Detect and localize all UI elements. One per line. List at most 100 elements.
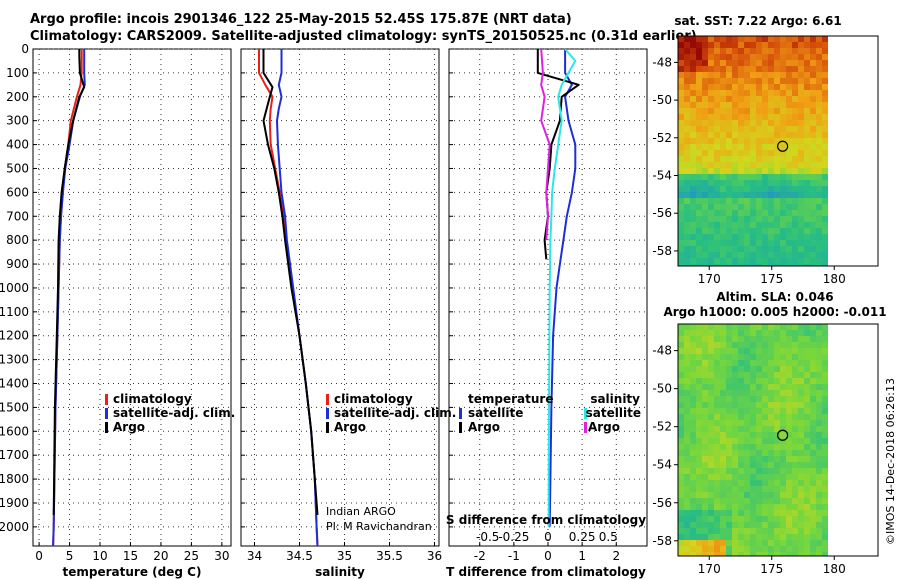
map-cell bbox=[768, 552, 774, 556]
map-cell bbox=[708, 396, 714, 402]
map-x-tick-label: 180 bbox=[823, 562, 846, 576]
map-cell bbox=[780, 216, 786, 222]
map-cell bbox=[732, 414, 738, 420]
y-tick-label: 700 bbox=[6, 209, 29, 223]
map-cell bbox=[702, 396, 708, 402]
map-cell bbox=[822, 396, 828, 402]
map-cell bbox=[696, 258, 702, 264]
map-cell bbox=[708, 96, 714, 102]
map-cell bbox=[726, 360, 732, 366]
legend-swatch-satellite bbox=[459, 408, 462, 419]
map-cell bbox=[780, 258, 786, 264]
map-cell bbox=[786, 540, 792, 546]
map-cell bbox=[720, 546, 726, 552]
map-cell bbox=[720, 354, 726, 360]
map-cell bbox=[738, 462, 744, 468]
map-cell bbox=[738, 66, 744, 72]
map-cell bbox=[684, 216, 690, 222]
map-cell bbox=[816, 78, 822, 84]
map-cell bbox=[810, 366, 816, 372]
map-cell bbox=[756, 180, 762, 186]
map-cell bbox=[798, 330, 804, 336]
map-cell bbox=[780, 246, 786, 252]
map-cell bbox=[816, 462, 822, 468]
map-cell bbox=[774, 396, 780, 402]
map-cell bbox=[804, 90, 810, 96]
map-y-tick-label: -58 bbox=[652, 534, 672, 548]
map-cell bbox=[744, 132, 750, 138]
map-cell bbox=[690, 444, 696, 450]
map-cell bbox=[810, 528, 816, 534]
map-cell bbox=[690, 546, 696, 552]
map-cell bbox=[720, 396, 726, 402]
map-cell bbox=[804, 480, 810, 486]
map-cell bbox=[750, 120, 756, 126]
figure-title-line1: Argo profile: incois 2901346_122 25-May-… bbox=[30, 12, 572, 27]
map-cell bbox=[804, 534, 810, 540]
map-cell bbox=[804, 144, 810, 150]
map-cell bbox=[750, 246, 756, 252]
map-cell bbox=[768, 234, 774, 240]
map-cell bbox=[696, 96, 702, 102]
map-cell bbox=[768, 258, 774, 264]
map-cell bbox=[690, 102, 696, 108]
map-cell bbox=[726, 480, 732, 486]
map-cell bbox=[822, 150, 828, 156]
map-cell bbox=[726, 192, 732, 198]
map-cell bbox=[696, 174, 702, 180]
map-cell bbox=[792, 342, 798, 348]
map-cell bbox=[678, 360, 684, 366]
map-cell bbox=[732, 552, 738, 556]
map-cell bbox=[708, 192, 714, 198]
map-cell bbox=[810, 120, 816, 126]
map-cell bbox=[762, 126, 768, 132]
map-cell bbox=[684, 102, 690, 108]
legend-label-satellite: satellite-adj. clim. bbox=[334, 406, 456, 420]
map-cell bbox=[702, 474, 708, 480]
map-cell bbox=[786, 228, 792, 234]
map-cell bbox=[756, 468, 762, 474]
map-cell bbox=[738, 396, 744, 402]
map-cell bbox=[690, 96, 696, 102]
map-cell bbox=[774, 414, 780, 420]
map-cell bbox=[720, 138, 726, 144]
map-cell bbox=[804, 438, 810, 444]
map-cell bbox=[792, 534, 798, 540]
map-cell bbox=[678, 192, 684, 198]
map-cell bbox=[726, 354, 732, 360]
map-cell bbox=[744, 186, 750, 192]
map-cell bbox=[792, 192, 798, 198]
map-cell bbox=[792, 348, 798, 354]
temperature-panel: 0 5 10 15 20 25 300100200300400500600700800900… bbox=[0, 42, 235, 579]
map-y-tick-label: -56 bbox=[652, 206, 672, 220]
map-cell bbox=[810, 42, 816, 48]
y-tick-label: 1500 bbox=[0, 400, 29, 414]
map-cell bbox=[804, 474, 810, 480]
map-cell bbox=[678, 396, 684, 402]
legend-label-argo-salinity: Argo bbox=[588, 420, 620, 434]
map-cell bbox=[750, 222, 756, 228]
map-cell bbox=[684, 126, 690, 132]
map-cell bbox=[810, 90, 816, 96]
map-cell bbox=[798, 162, 804, 168]
map-cell bbox=[702, 366, 708, 372]
map-cell bbox=[696, 48, 702, 54]
map-cell bbox=[804, 126, 810, 132]
map-cell bbox=[792, 126, 798, 132]
map-cell bbox=[786, 54, 792, 60]
map-cell bbox=[696, 132, 702, 138]
map-cell bbox=[780, 468, 786, 474]
map-cell bbox=[726, 108, 732, 114]
map-cell bbox=[762, 228, 768, 234]
map-cell bbox=[750, 498, 756, 504]
map-cell bbox=[678, 72, 684, 78]
map-cell bbox=[690, 534, 696, 540]
map-cell bbox=[822, 252, 828, 258]
map-cell bbox=[792, 456, 798, 462]
difference-panel: -2 -1 0 1 2-0.5-0.25 0 0.25 0.5 T difference fr… bbox=[446, 48, 648, 579]
map-cell bbox=[768, 456, 774, 462]
map-cell bbox=[720, 120, 726, 126]
legend-swatch-argo-salinity bbox=[584, 422, 587, 433]
map-cell bbox=[780, 180, 786, 186]
map-cell bbox=[756, 438, 762, 444]
